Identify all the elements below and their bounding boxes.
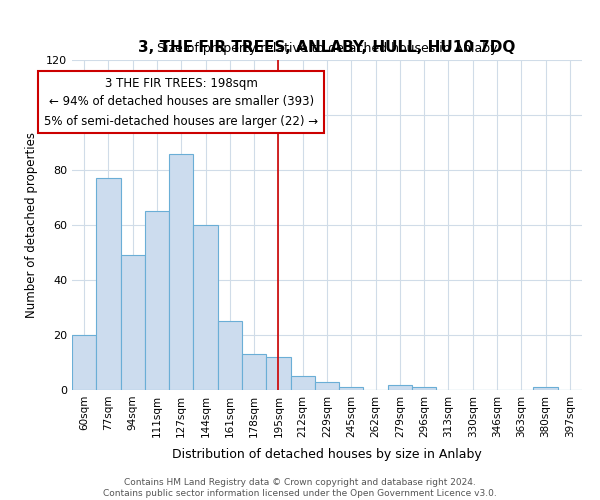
Y-axis label: Number of detached properties: Number of detached properties [25, 132, 38, 318]
Bar [290, 376, 315, 390]
Title: 3, THE FIR TREES, ANLABY, HULL, HU10 7DQ: 3, THE FIR TREES, ANLABY, HULL, HU10 7DQ [139, 40, 515, 54]
Bar [266, 357, 290, 390]
Bar [412, 387, 436, 390]
Bar [388, 384, 412, 390]
Bar [121, 255, 145, 390]
Bar [145, 211, 169, 390]
Bar [169, 154, 193, 390]
X-axis label: Distribution of detached houses by size in Anlaby: Distribution of detached houses by size … [172, 448, 482, 461]
Bar [72, 335, 96, 390]
Text: 3 THE FIR TREES: 198sqm
← 94% of detached houses are smaller (393)
5% of semi-de: 3 THE FIR TREES: 198sqm ← 94% of detache… [44, 76, 319, 128]
Text: Size of property relative to detached houses in Anlaby: Size of property relative to detached ho… [157, 42, 497, 55]
Bar [315, 382, 339, 390]
Bar [242, 354, 266, 390]
Bar [533, 387, 558, 390]
Bar [339, 387, 364, 390]
Bar [96, 178, 121, 390]
Bar [218, 322, 242, 390]
Bar [193, 225, 218, 390]
Text: Contains HM Land Registry data © Crown copyright and database right 2024.
Contai: Contains HM Land Registry data © Crown c… [103, 478, 497, 498]
